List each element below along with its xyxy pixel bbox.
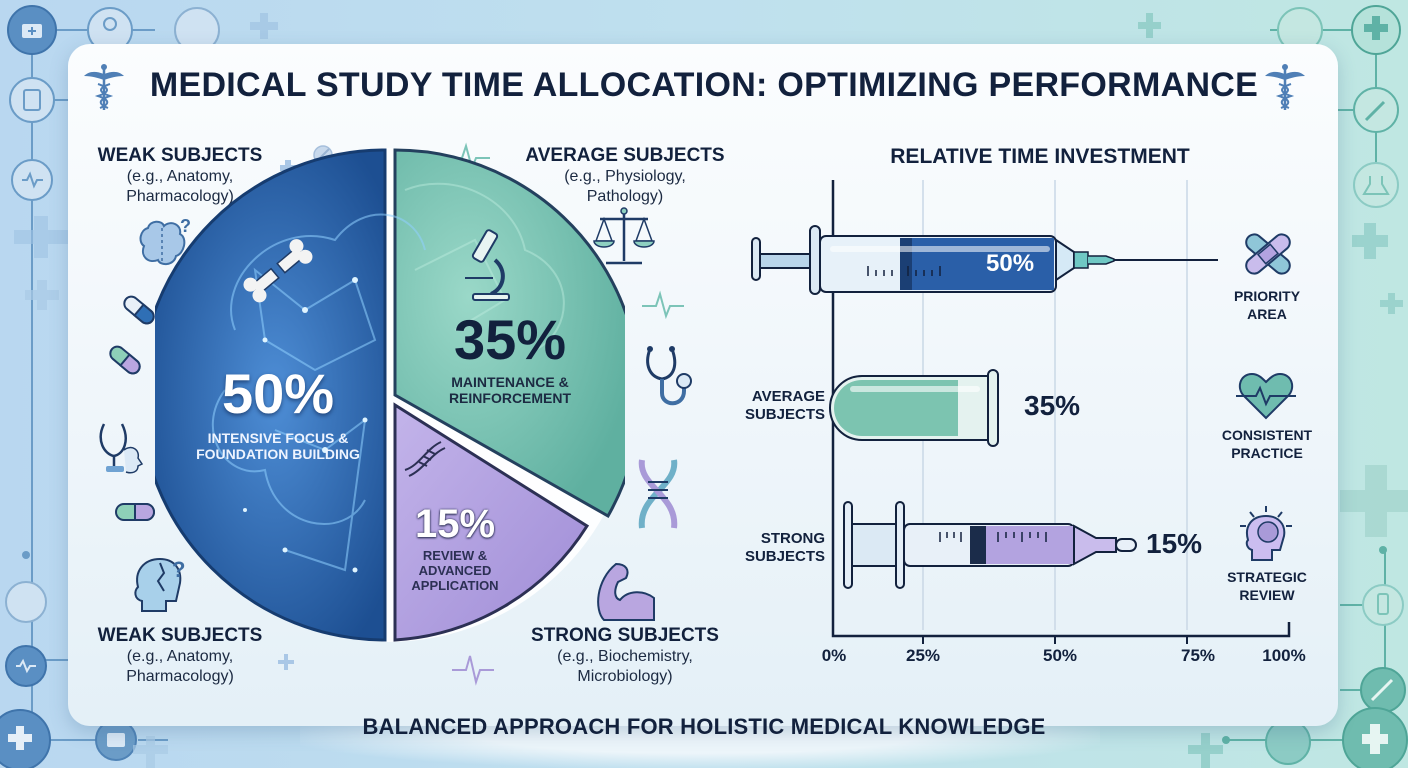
pill-capsule-icon bbox=[123, 295, 155, 325]
slice-percent: 35% bbox=[453, 308, 567, 371]
balance-scale-icon bbox=[593, 207, 655, 265]
stethoscope-icon bbox=[646, 346, 692, 406]
label-heading: WEAK SUBJECTS bbox=[97, 625, 263, 646]
annotation-line: AREA bbox=[1247, 306, 1287, 322]
label-example: (e.g., Anatomy, bbox=[126, 648, 234, 665]
heartbeat-line-icon bbox=[642, 290, 684, 320]
pill-capsule-icon bbox=[115, 503, 155, 521]
bar-row-label-strong: STRONG SUBJECTS bbox=[725, 530, 825, 566]
dna-helix-icon bbox=[638, 459, 678, 529]
label-example: Microbiology) bbox=[577, 668, 673, 685]
pie-slice-weak bbox=[155, 148, 387, 642]
pie-slice-strong bbox=[393, 402, 590, 642]
bar-value-strong: 15% bbox=[1146, 528, 1203, 559]
label-strong-subjects: STRONG SUBJECTS (e.g., Biochemistry, Mic… bbox=[515, 625, 735, 687]
bar-value-average: 35% bbox=[1024, 390, 1081, 421]
syringe-bar-weak bbox=[751, 225, 1218, 295]
x-tick-50: 50% bbox=[1042, 646, 1078, 665]
label-example: Pathology) bbox=[586, 188, 664, 205]
syringe-bar-strong bbox=[843, 501, 1137, 589]
annotation-strategic-review: STRATEGIC REVIEW bbox=[1212, 568, 1322, 604]
pill-capsule-icon bbox=[109, 345, 141, 375]
flexed-bicep-icon bbox=[597, 562, 655, 621]
label-example: (e.g., Anatomy, bbox=[126, 168, 234, 185]
bar-value-weak: 50% bbox=[986, 250, 1035, 277]
pie-label-average: 35% MAINTENANCE & REINFORCEMENT bbox=[420, 308, 600, 407]
slice-percent: 50% bbox=[221, 362, 335, 425]
annotation-consistent-practice: CONSISTENT PRACTICE bbox=[1212, 426, 1322, 462]
confused-head-icon: ? bbox=[134, 557, 185, 612]
slice-desc: APPLICATION bbox=[411, 578, 499, 593]
brain-question-icon: ? bbox=[139, 216, 191, 266]
plus-icon bbox=[278, 654, 294, 670]
slice-desc: REINFORCEMENT bbox=[448, 390, 572, 406]
footer-tagline: BALANCED APPROACH FOR HOLISTIC MEDICAL K… bbox=[362, 714, 1046, 739]
annotation-line: PRIORITY bbox=[1233, 288, 1301, 304]
annotation-line: CONSISTENT bbox=[1221, 427, 1313, 443]
label-average-subjects: AVERAGE SUBJECTS (e.g., Physiology, Path… bbox=[515, 145, 735, 207]
x-tick-75: 75% bbox=[1180, 646, 1216, 665]
page-title: MEDICAL STUDY TIME ALLOCATION: OPTIMIZIN… bbox=[149, 66, 1259, 104]
row-label-line: SUBJECTS bbox=[744, 406, 825, 423]
heartbeat-line-icon bbox=[452, 655, 494, 686]
dna-helix-icon bbox=[404, 441, 446, 477]
stethoscope-head-icon bbox=[99, 423, 144, 474]
label-heading: STRONG SUBJECTS bbox=[531, 625, 719, 646]
row-label-line: STRONG bbox=[760, 530, 825, 547]
row-label-line: SUBJECTS bbox=[744, 548, 825, 565]
slice-desc: ADVANCED bbox=[418, 563, 492, 578]
bar-row-label-average: AVERAGE SUBJECTS bbox=[725, 388, 825, 424]
slice-desc: FOUNDATION BUILDING bbox=[196, 446, 360, 462]
bar-chart-title: RELATIVE TIME INVESTMENT bbox=[890, 145, 1190, 168]
microscope-icon bbox=[465, 229, 510, 301]
svg-text:?: ? bbox=[172, 557, 185, 582]
slice-desc: REVIEW & bbox=[422, 548, 488, 563]
annotation-line: REVIEW bbox=[1239, 587, 1295, 603]
caduceus-icon-right bbox=[1265, 64, 1305, 110]
slice-desc: MAINTENANCE & bbox=[451, 374, 569, 390]
heart-pulse-icon bbox=[1236, 372, 1296, 420]
slice-percent: 15% bbox=[414, 502, 496, 546]
label-example: (e.g., Physiology, bbox=[564, 168, 686, 185]
bandage-icon bbox=[1245, 233, 1291, 275]
annotation-line: PRACTICE bbox=[1231, 445, 1303, 461]
label-example: (e.g., Biochemistry, bbox=[557, 648, 693, 665]
test-tube-bar-average bbox=[829, 369, 999, 447]
caduceus-icon-left bbox=[84, 64, 124, 110]
x-tick-0: 0% bbox=[821, 646, 847, 665]
bar-chart bbox=[751, 180, 1291, 644]
label-weak-subjects-top: WEAK SUBJECTS (e.g., Anatomy, Pharmacolo… bbox=[80, 145, 280, 207]
pie-label-strong: 15% REVIEW & ADVANCED APPLICATION bbox=[400, 502, 510, 593]
label-example: Pharmacology) bbox=[126, 668, 234, 685]
pie-chart bbox=[155, 148, 625, 642]
pie-label-weak: 50% INTENSIVE FOCUS & FOUNDATION BUILDIN… bbox=[178, 362, 378, 463]
pie-slice-average bbox=[393, 148, 625, 519]
svg-text:?: ? bbox=[180, 216, 191, 236]
broken-bone-icon bbox=[243, 239, 313, 303]
label-heading: WEAK SUBJECTS bbox=[97, 145, 263, 166]
label-weak-subjects-bottom: WEAK SUBJECTS (e.g., Anatomy, Pharmacolo… bbox=[80, 625, 280, 687]
slice-desc: INTENSIVE FOCUS & bbox=[207, 430, 349, 446]
label-heading: AVERAGE SUBJECTS bbox=[525, 145, 725, 166]
x-tick-100: 100% bbox=[1262, 646, 1306, 665]
label-example: Pharmacology) bbox=[126, 188, 234, 205]
plus-icon bbox=[280, 160, 296, 176]
row-label-line: AVERAGE bbox=[751, 388, 825, 405]
annotation-priority-area: PRIORITY AREA bbox=[1212, 287, 1322, 323]
annotation-line: STRATEGIC bbox=[1227, 569, 1307, 585]
x-tick-25: 25% bbox=[905, 646, 941, 665]
brain-head-idea-icon bbox=[1240, 506, 1292, 561]
